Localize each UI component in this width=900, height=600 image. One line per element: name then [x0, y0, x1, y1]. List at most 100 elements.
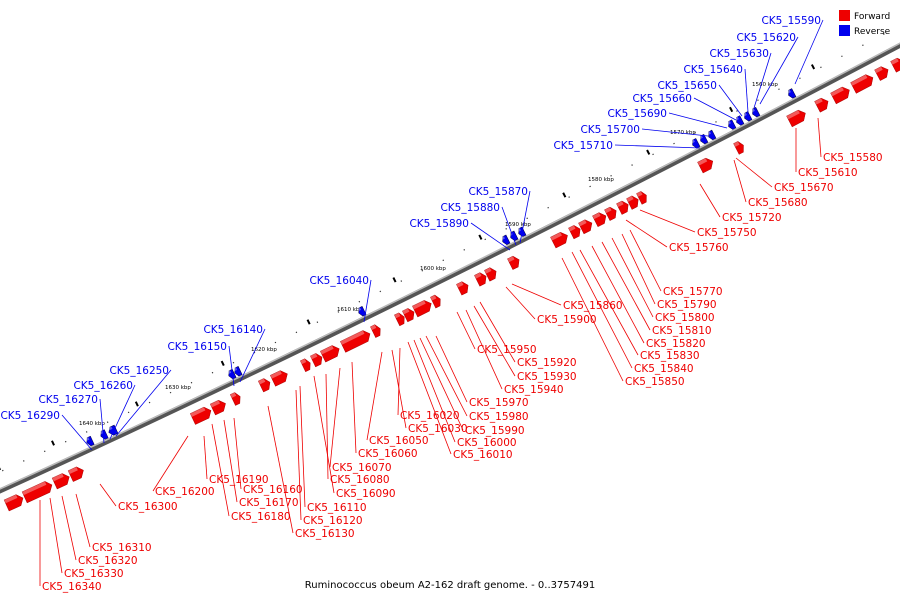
minor-tick: [379, 290, 382, 293]
minor-tick: [610, 174, 612, 177]
gene-label: CK5_15920: [517, 357, 577, 369]
gene-label: CK5_15640: [683, 64, 743, 76]
leader-line: [611, 237, 654, 318]
reverse-gene-arrow: [698, 133, 709, 145]
gene-label: CK5_15830: [640, 350, 700, 362]
minor-tick: [568, 196, 570, 198]
gene-label: CK5_15820: [646, 338, 706, 350]
reverse-gene-arrow: [706, 129, 717, 141]
minor-tick: [211, 371, 214, 374]
minor-tick: [421, 269, 424, 272]
gene-label: CK5_15970: [469, 397, 529, 409]
leader-line: [735, 157, 773, 188]
leader-line: [817, 117, 822, 158]
gene-arrows: [3, 57, 900, 512]
forward-gene-arrow: [189, 406, 212, 425]
reverse-gene-arrow: [106, 424, 119, 436]
gene-label: CK5_16000: [457, 437, 517, 449]
gene-label: CK5_16300: [118, 501, 178, 513]
leader-line: [228, 345, 235, 387]
gene-label: CK5_15670: [774, 182, 834, 194]
gene-labels: CK5_15590 CK5_15620 CK5_15630 CK5_15640 CK5_…: [0, 15, 882, 593]
forward-gene-arrow: [616, 200, 629, 215]
reverse-gene-arrow: [84, 435, 95, 447]
minor-tick: [295, 331, 298, 334]
leader-line: [473, 305, 516, 377]
leader-line: [733, 159, 747, 203]
leader-line: [115, 369, 172, 437]
leader-line: [75, 493, 91, 548]
gene-label: CK5_16040: [309, 275, 369, 287]
reverse-gene-arrow: [786, 88, 797, 99]
leader-line: [329, 367, 341, 468]
minor-tick: [841, 55, 843, 58]
minor-tick: [673, 142, 675, 145]
major-tick: [0, 465, 2, 471]
leader-line: [753, 52, 772, 109]
leader-line: [693, 97, 737, 121]
leader-line: [295, 389, 302, 521]
leader-line: [299, 385, 306, 508]
reverse-gene-arrow: [726, 119, 737, 130]
leader-line: [759, 36, 799, 105]
forward-gene-arrow: [578, 219, 593, 235]
reverse-gene-arrow: [500, 234, 511, 245]
leader-line: [99, 483, 117, 507]
gene-label: CK5_15900: [537, 314, 597, 326]
gene-label: CK5_15840: [634, 363, 694, 375]
minor-tick: [757, 99, 759, 101]
leader-line: [718, 84, 743, 117]
leader-line: [391, 349, 407, 429]
leader-line: [366, 351, 383, 441]
gene-label: CK5_15860: [563, 300, 623, 312]
gene-label: CK5_15750: [697, 227, 757, 239]
major-tick: [478, 234, 483, 240]
forward-gene-arrow: [394, 312, 405, 327]
leader-line: [571, 251, 633, 369]
minor-tick: [316, 321, 319, 323]
leader-line: [561, 257, 624, 382]
minor-tick: [169, 391, 172, 394]
leader-line: [267, 405, 294, 534]
gene-label: CK5_16130: [295, 528, 355, 540]
kbp-tick-label: 1590 kbp: [505, 222, 531, 228]
kbp-tick-label: 1610 kbp: [337, 307, 363, 313]
forward-gene-arrow: [67, 466, 84, 482]
gene-label: CK5_16290: [0, 410, 60, 422]
gene-label: CK5_16340: [42, 581, 102, 593]
leader-line: [203, 435, 208, 480]
leader-line: [351, 361, 357, 454]
leader-line: [223, 419, 238, 503]
forward-gene-arrow: [592, 212, 607, 228]
gene-label: CK5_15980: [469, 411, 529, 423]
forward-gene-arrow: [507, 255, 520, 270]
gene-label: CK5_15870: [468, 186, 528, 198]
major-tick: [810, 64, 816, 70]
major-tick: [220, 360, 225, 366]
gene-label: CK5_16260: [73, 380, 133, 392]
forward-gene-arrow: [412, 300, 432, 318]
leader-line: [61, 414, 93, 451]
minor-tick: [358, 300, 361, 303]
gene-label: CK5_15850: [625, 376, 685, 388]
major-tick: [392, 277, 397, 283]
gene-label: CK5_16320: [78, 555, 138, 567]
leader-line: [313, 375, 335, 494]
minor-tick: [694, 131, 696, 134]
legend-reverse-label: Reverse: [854, 27, 891, 37]
leader-line: [363, 279, 372, 323]
leader-line: [579, 249, 639, 356]
gene-label: CK5_16180: [231, 511, 291, 523]
leader-line: [152, 435, 189, 492]
gene-label: CK5_15720: [722, 212, 782, 224]
forward-gene-arrow: [340, 330, 371, 353]
gene-label: CK5_16330: [64, 568, 124, 580]
minor-tick: [547, 206, 549, 209]
minor-tick: [106, 421, 109, 423]
forward-gene-arrow: [890, 57, 900, 73]
leader-line: [519, 190, 531, 244]
leader-line: [325, 373, 329, 480]
gene-label: CK5_16070: [332, 462, 392, 474]
major-tick: [729, 106, 734, 113]
leader-line: [239, 328, 266, 383]
